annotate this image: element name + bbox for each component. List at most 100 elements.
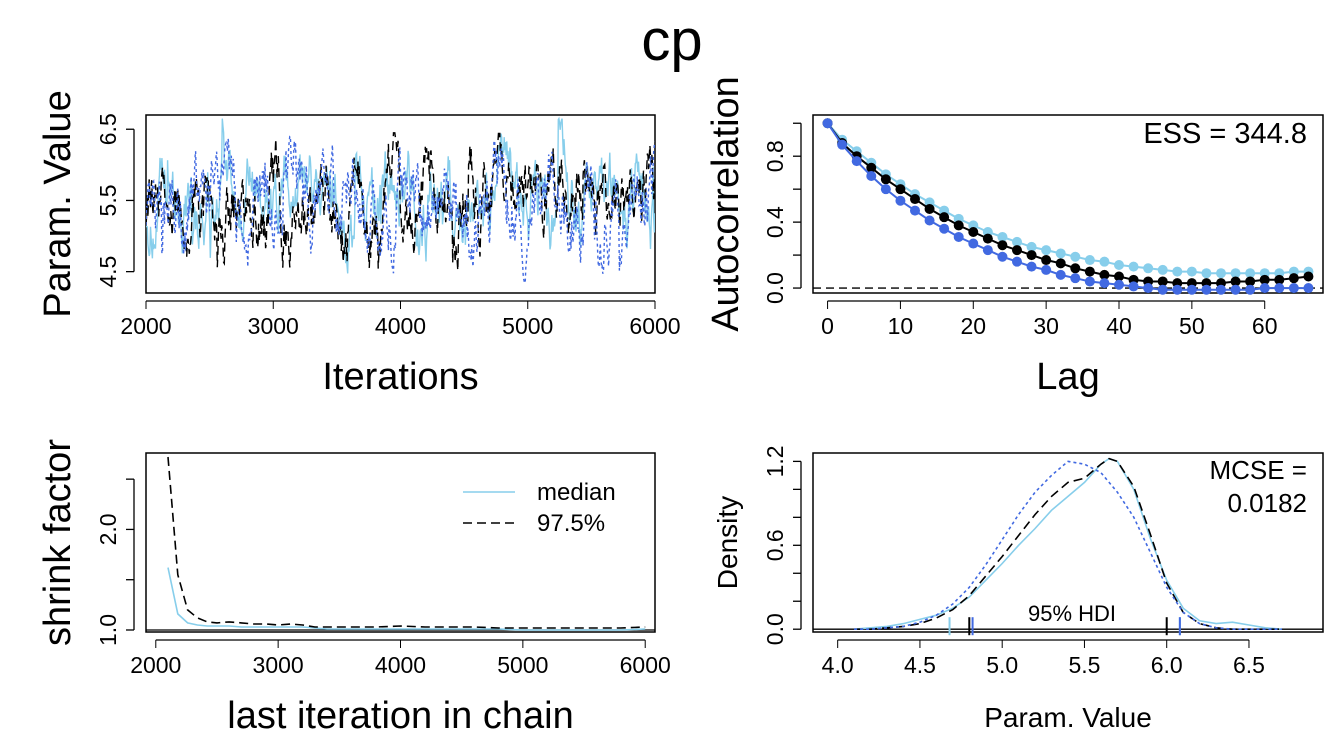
acf-point (1070, 263, 1081, 274)
acf-point (866, 170, 877, 181)
acf-point (997, 231, 1008, 242)
gelman-x-tick-label: 6000 (620, 652, 671, 678)
trace-series-line (146, 132, 655, 271)
acf-point (1230, 276, 1241, 287)
acf-point (880, 174, 891, 185)
acf-point (1245, 284, 1256, 295)
density-y-tick-label: 1.2 (762, 445, 788, 477)
density-x-tick-label: 4.5 (904, 652, 936, 678)
gelman-x-tick-label: 4000 (375, 652, 426, 678)
acf-point (1230, 284, 1241, 295)
acf-point (1026, 261, 1037, 272)
gelman-series-line (167, 567, 646, 631)
acf-point (982, 233, 993, 244)
acf-x-tick-label: 10 (888, 313, 914, 339)
acf-point (880, 184, 891, 195)
gelman-x-tick-label: 3000 (253, 652, 304, 678)
acf-x-tick-label: 0 (821, 313, 834, 339)
acf-point (1157, 264, 1168, 275)
acf-point (997, 251, 1008, 262)
density-series-line (854, 457, 1282, 631)
acf-point (910, 205, 920, 216)
acf-point (1099, 269, 1110, 280)
gelman-x-axis-label: last iteration in chain (227, 695, 573, 737)
density-x-axis-label: Param. Value (984, 702, 1152, 733)
gelman-series-line (167, 456, 646, 629)
density-x-tick-label: 4.0 (822, 652, 854, 678)
trace-y-axis-label: Param. Value (37, 90, 79, 317)
trace-x-tick-label: 2000 (120, 313, 171, 339)
acf-y-tick-label: 0.4 (762, 206, 788, 238)
acf-point (1084, 266, 1095, 277)
acf-point (1288, 283, 1299, 294)
acf-y-tick-label: 0.8 (762, 140, 788, 172)
trace-x-tick-label: 3000 (248, 313, 299, 339)
acf-point (939, 212, 950, 223)
trace-x-tick-label: 5000 (502, 313, 553, 339)
density-series-line (854, 460, 1282, 631)
trace-x-tick-label: 6000 (629, 313, 680, 339)
acf-point (1012, 245, 1022, 256)
acf-point (1259, 283, 1270, 294)
acf-point (1201, 284, 1212, 295)
gelman-x-tick-label: 5000 (497, 652, 548, 678)
acf-point (1099, 256, 1110, 267)
acf-point (1041, 255, 1052, 266)
acf-x-axis-label: Lag (1036, 356, 1099, 398)
acf-point (1128, 281, 1139, 292)
acf-y-axis-label: Autocorrelation (705, 76, 747, 332)
density-series-line (854, 457, 1282, 630)
acf-series-line (826, 122, 1309, 275)
acf-point (1055, 248, 1066, 259)
acf-point (1143, 283, 1154, 294)
density-x-tick-label: 5.0 (986, 652, 1018, 678)
acf-y-tick-label: 0.0 (762, 272, 788, 304)
gelman-x-tick-label: 2000 (130, 652, 181, 678)
gelman-y-tick-label: 2.0 (95, 513, 121, 545)
gelman-y-tick-label: 1.0 (95, 614, 121, 646)
gelman-plot-frame (145, 452, 656, 633)
mcse-annotation-label: MCSE = (1209, 455, 1307, 485)
trace-series-line (146, 135, 655, 285)
acf-point (1055, 269, 1066, 280)
acf-plot-frame (812, 114, 1324, 294)
acf-point (1172, 266, 1183, 277)
acf-point (1055, 258, 1066, 269)
acf-point (997, 240, 1008, 251)
acf-point (1274, 274, 1285, 285)
ess-annotation: ESS = 344.8 (1143, 118, 1307, 150)
acf-point (1303, 271, 1314, 282)
hdi-label: 95% HDI (1028, 601, 1116, 626)
acf-point (1012, 256, 1022, 267)
acf-point (1157, 284, 1168, 295)
acf-x-tick-label: 20 (960, 313, 986, 339)
acf-x-tick-label: 40 (1106, 313, 1132, 339)
acf-point (1172, 284, 1183, 295)
acf-point (1128, 261, 1139, 272)
acf-point (968, 238, 979, 249)
acf-x-tick-label: 50 (1179, 313, 1205, 339)
density-y-tick-label: 0.0 (762, 613, 788, 645)
trace-x-tick-label: 4000 (375, 313, 426, 339)
acf-point (1084, 276, 1095, 287)
acf-x-tick-label: 30 (1033, 313, 1059, 339)
acf-point (1041, 245, 1052, 256)
acf-point (1157, 276, 1168, 287)
acf-point (1230, 268, 1241, 279)
acf-point (822, 118, 833, 129)
acf-point (1288, 273, 1299, 284)
acf-point (895, 184, 906, 195)
density-x-tick-label: 5.5 (1068, 652, 1100, 678)
acf-point (1070, 273, 1081, 284)
trace-y-tick-label: 4.5 (95, 256, 121, 288)
acf-point (924, 203, 935, 214)
acf-point (866, 162, 877, 173)
acf-point (1216, 284, 1226, 295)
acf-point (1070, 251, 1081, 262)
trace-x-axis-label: Iterations (322, 356, 478, 398)
acf-point (1114, 271, 1124, 282)
acf-point (1259, 274, 1270, 285)
acf-point (1026, 250, 1037, 261)
